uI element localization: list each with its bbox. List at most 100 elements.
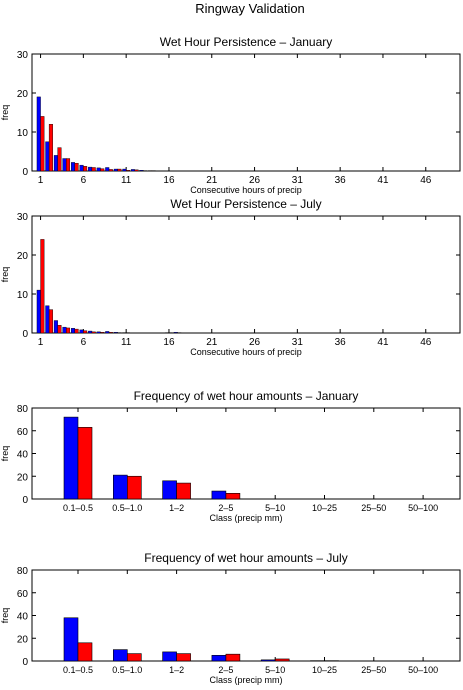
x-tick-label: 10–25 xyxy=(312,665,337,675)
chart-title: Wet Hour Persistence – July xyxy=(170,197,321,211)
bar-series-a xyxy=(71,328,76,334)
y-tick-label: 0 xyxy=(22,495,28,506)
x-tick-label: 2–5 xyxy=(218,503,233,513)
bar-series-b xyxy=(125,170,130,172)
bar-series-a xyxy=(36,96,41,172)
x-tick-label: 0.1–0.5 xyxy=(63,503,93,513)
x-tick-label: 0.5–1.0 xyxy=(112,665,142,675)
x-tick-label: 0.5–1.0 xyxy=(112,503,142,513)
bar-series-b xyxy=(48,309,53,334)
y-tick-label: 20 xyxy=(17,634,29,645)
bar-series-b xyxy=(108,332,113,334)
bar-series-b xyxy=(225,653,241,662)
y-tick-label: 0 xyxy=(22,167,28,178)
chart-panel-3: 0 20 40 60 80 Frequency of wet hour amounts –… xyxy=(0,389,461,523)
bar-series-b xyxy=(176,653,191,662)
bar-series-b xyxy=(57,147,62,172)
y-tick-label: 80 xyxy=(17,404,29,415)
x-tick-label: 1 xyxy=(38,337,44,348)
x-tick-label: 46 xyxy=(420,175,432,186)
bar-series-a xyxy=(96,167,101,172)
axes-frame xyxy=(31,53,461,172)
bar-series-b xyxy=(40,116,45,172)
bar-series-a xyxy=(71,162,76,172)
y-axis-label: freq xyxy=(0,446,10,462)
x-tick-label: 1–2 xyxy=(169,665,184,675)
bar-series-b xyxy=(77,642,93,662)
x-tick-label: 16 xyxy=(163,175,175,186)
y-tick-label: 40 xyxy=(17,612,29,623)
x-tick-label: 21 xyxy=(206,337,218,348)
bar-series-b xyxy=(74,328,79,334)
y-axis-label: freq xyxy=(0,105,10,121)
axes-frame xyxy=(31,215,461,334)
x-tick-label: 36 xyxy=(335,337,347,348)
bar-series-a xyxy=(113,332,118,334)
bar-series-a xyxy=(105,331,110,334)
chart-title: Wet Hour Persistence – January xyxy=(160,35,333,49)
bar-series-a xyxy=(211,655,227,662)
x-tick-label: 10–25 xyxy=(312,503,337,513)
x-tick-label: 11 xyxy=(121,337,132,348)
bar-series-b xyxy=(74,162,79,172)
bar-series-a xyxy=(36,289,41,334)
x-tick-label: 26 xyxy=(249,175,261,186)
figure-title: Ringway Validation xyxy=(195,1,305,16)
bar-series-a xyxy=(173,332,178,334)
bar-series-a xyxy=(53,320,58,334)
x-axis-label: Class (precip mm) xyxy=(209,513,282,523)
bar-series-b xyxy=(100,332,105,334)
x-tick-label: 31 xyxy=(292,175,304,186)
x-tick-label: 50–100 xyxy=(408,665,438,675)
y-axis-label: freq xyxy=(0,267,10,283)
x-tick-label: 41 xyxy=(377,337,389,348)
x-tick-label: 5–10 xyxy=(265,665,285,675)
bar-series-a xyxy=(63,617,79,662)
chart-panel-4: 0 20 40 60 80 Frequency of wet hour amounts –… xyxy=(0,551,461,685)
x-tick-label: 1–2 xyxy=(169,503,184,513)
bar-series-b xyxy=(91,167,96,172)
x-tick-label: 11 xyxy=(121,175,132,186)
bar-series-b xyxy=(77,427,93,500)
y-tick-label: 10 xyxy=(17,128,29,139)
bar-series-a xyxy=(105,167,110,172)
chart-title: Frequency of wet hour amounts – July xyxy=(144,551,347,565)
y-axis-label: freq xyxy=(0,608,10,624)
x-tick-label: 25–50 xyxy=(361,503,386,513)
bar-series-a xyxy=(63,416,79,500)
x-axis-label: Consecutive hours of precip xyxy=(190,185,302,195)
bar-series-a xyxy=(113,649,128,662)
y-tick-label: 30 xyxy=(17,50,29,61)
x-tick-label: 26 xyxy=(249,337,261,348)
y-tick-label: 40 xyxy=(17,450,29,461)
x-axis-label: Consecutive hours of precip xyxy=(190,347,302,357)
chart-title: Frequency of wet hour amounts – January xyxy=(134,389,359,403)
y-tick-label: 60 xyxy=(17,589,29,600)
bar-series-a xyxy=(45,141,50,172)
x-tick-label: 0.1–0.5 xyxy=(63,665,93,675)
bar-series-a xyxy=(162,651,177,662)
bar-series-b xyxy=(83,166,88,172)
bar-series-b xyxy=(48,123,53,172)
x-tick-label: 16 xyxy=(163,337,175,348)
bar-series-a xyxy=(79,329,84,334)
y-tick-label: 0 xyxy=(22,657,28,668)
bar-series-a xyxy=(62,158,67,172)
bar-series-b xyxy=(83,330,88,334)
bar-series-a xyxy=(62,326,67,334)
axes-frame xyxy=(31,569,461,662)
bar-series-b xyxy=(127,653,142,662)
axes-frame xyxy=(31,407,461,500)
x-axis-label: Class (precip mm) xyxy=(209,675,282,685)
bar-series-b xyxy=(225,493,241,500)
bar-series-a xyxy=(113,168,118,172)
bar-series-b xyxy=(108,169,113,172)
y-tick-label: 20 xyxy=(17,251,29,262)
bar-series-b xyxy=(100,168,105,172)
bar-series-a xyxy=(88,166,93,172)
y-tick-label: 20 xyxy=(17,472,29,483)
bar-series-a xyxy=(130,169,135,172)
x-tick-label: 46 xyxy=(420,337,432,348)
x-tick-label: 1 xyxy=(38,175,44,186)
y-tick-label: 30 xyxy=(17,212,29,223)
